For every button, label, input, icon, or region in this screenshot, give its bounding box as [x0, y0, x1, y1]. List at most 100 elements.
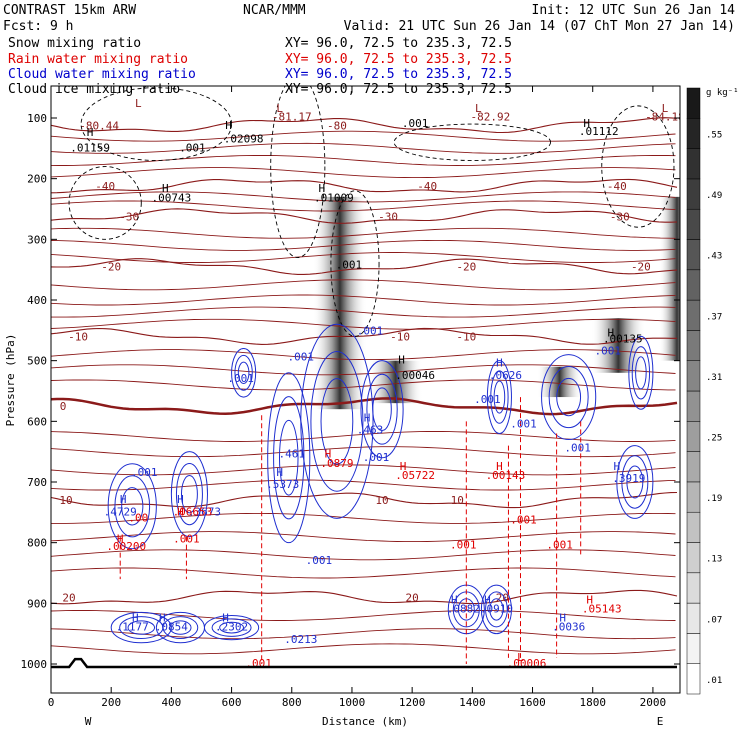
temperature-contour	[51, 464, 676, 476]
contour-annotation: -84.18	[645, 110, 685, 123]
colorbar-label: .49	[706, 191, 722, 201]
cloud-water-contour	[541, 354, 597, 441]
cloud-water-contour	[169, 620, 192, 635]
colorbar-swatch	[686, 299, 701, 331]
x-tick-label: 200	[101, 696, 121, 709]
temperature-contour	[51, 239, 676, 251]
contour-annotation: .001	[595, 345, 622, 358]
contour-annotation: .5373	[266, 478, 299, 491]
temperature-contour-label: -10	[456, 330, 476, 343]
contour-annotation: .00	[128, 511, 148, 524]
temperature-contour-label: -10	[390, 330, 410, 343]
contour-annotation: .463	[357, 423, 384, 436]
temperature-contour	[51, 531, 676, 543]
contour-annotation: .001	[131, 466, 158, 479]
contour-annotation: H	[87, 126, 94, 139]
colorbar-label: .37	[706, 312, 722, 322]
contour-annotation: .001	[179, 141, 206, 154]
contour-annotation: H	[225, 119, 232, 132]
temperature-contour	[51, 294, 676, 306]
legend-cloudwater-label: Cloud water mixing ratio	[8, 67, 196, 82]
colorbar-label: .25	[706, 433, 722, 443]
colorbar-swatch	[686, 451, 701, 483]
snow-shading-column	[368, 360, 423, 404]
temperature-contour	[51, 643, 676, 655]
temperature-contour	[51, 318, 676, 330]
contour-annotation: .001	[450, 539, 477, 552]
x-axis-title: Distance (km)	[322, 715, 408, 728]
temperature-contour	[51, 327, 677, 345]
contour-annotation: L	[517, 651, 524, 664]
cloud-water-contour	[203, 614, 260, 641]
temperature-contour-label: 20	[406, 591, 419, 604]
contour-annotation: H	[559, 612, 566, 625]
temperature-contour-label: -30	[610, 210, 630, 223]
colorbar-swatch	[686, 208, 701, 240]
contour-annotation: .001	[546, 539, 573, 552]
cloud-water-contour	[360, 360, 404, 459]
cloud-water-contour	[234, 354, 253, 391]
colorbar-label: .13	[706, 555, 722, 565]
contour-annotation: H	[319, 182, 326, 195]
y-tick-label: 1000	[21, 658, 48, 671]
temperature-contour	[51, 446, 676, 458]
cloud-water-contour	[635, 356, 647, 390]
legend-cloudwater-xy: XY= 96.0, 72.5 to 235.3, 72.5	[285, 67, 512, 82]
contour-annotation: H	[400, 460, 407, 473]
contour-annotation: .2302	[215, 621, 248, 634]
contour-annotation: .01112	[579, 125, 619, 138]
contour-annotation: .001	[336, 258, 363, 271]
contour-annotation: H	[159, 612, 166, 625]
temperature-contour	[51, 155, 676, 166]
cloud-water-contour	[548, 365, 589, 429]
contour-annotation: H	[222, 612, 229, 625]
cloud-water-contour	[170, 451, 208, 538]
cloud-water-contour	[621, 455, 649, 509]
temperature-contour-label: 10	[59, 494, 72, 507]
contour-annotation: -81.17	[272, 110, 312, 123]
y-tick-label: 500	[27, 355, 47, 368]
legend-rain-label: Rain water mixing ratio	[8, 52, 188, 67]
temperature-contour	[51, 227, 676, 239]
contour-annotation: H	[583, 117, 590, 130]
colorbar-swatch	[686, 118, 701, 149]
colorbar-swatch	[686, 87, 701, 119]
contour-annotation: .001	[227, 372, 254, 385]
snow-shading-column	[537, 366, 583, 398]
temperature-contour-label: 10	[451, 494, 464, 507]
colorbar-swatch	[686, 330, 701, 361]
cloud-water-contour	[211, 618, 252, 637]
temperature-contour-label: -80	[327, 119, 347, 132]
colorbar-label: .55	[706, 130, 722, 140]
contour-annotation: .00143	[486, 469, 526, 482]
temperature-contour	[51, 567, 676, 579]
model-title: CONTRAST 15km ARW	[3, 3, 136, 18]
temperature-contour-label: 10	[375, 494, 388, 507]
legend-snow-xy: XY= 96.0, 72.5 to 235.3, 72.5	[285, 36, 512, 51]
cloud-water-contour	[486, 360, 512, 434]
contour-annotation: .0626	[489, 369, 522, 382]
temperature-contour	[51, 549, 676, 561]
contour-annotation: .001	[363, 451, 390, 464]
cloud-water-contour	[489, 598, 504, 621]
legend-cloudice-label: Cloud ice mixing ratio	[8, 82, 180, 97]
colorbar-swatch	[686, 421, 701, 452]
plot-contents: -80.44 -80 -40 -40 -40 -30 -30 -30 -20 -20 -20 -10 -…	[51, 86, 685, 670]
contour-annotation: .4729	[104, 505, 137, 518]
contour-annotation: .00743	[152, 192, 192, 205]
cloud-ice-contour	[270, 86, 326, 258]
y-tick-label: 400	[27, 294, 47, 307]
contour-annotation: H	[120, 493, 127, 506]
cloud-ice-contour	[393, 123, 552, 161]
contour-annotation: L	[135, 97, 142, 110]
cloud-water-contour	[121, 487, 144, 526]
cloud-water-contour	[267, 372, 311, 544]
cloud-water-contour	[490, 370, 509, 424]
snow-shading-column	[312, 196, 368, 410]
plot-area: -80.44 -80 -40 -40 -40 -30 -30 -30 -20 -20 -20 -10 -…	[21, 85, 685, 709]
y-tick-label: 800	[27, 537, 47, 550]
x-axis-east-label: E	[657, 715, 664, 728]
colorbar-label: .07	[706, 615, 722, 625]
contour-annotation: .01009	[314, 192, 354, 205]
temperature-contour	[51, 279, 676, 291]
